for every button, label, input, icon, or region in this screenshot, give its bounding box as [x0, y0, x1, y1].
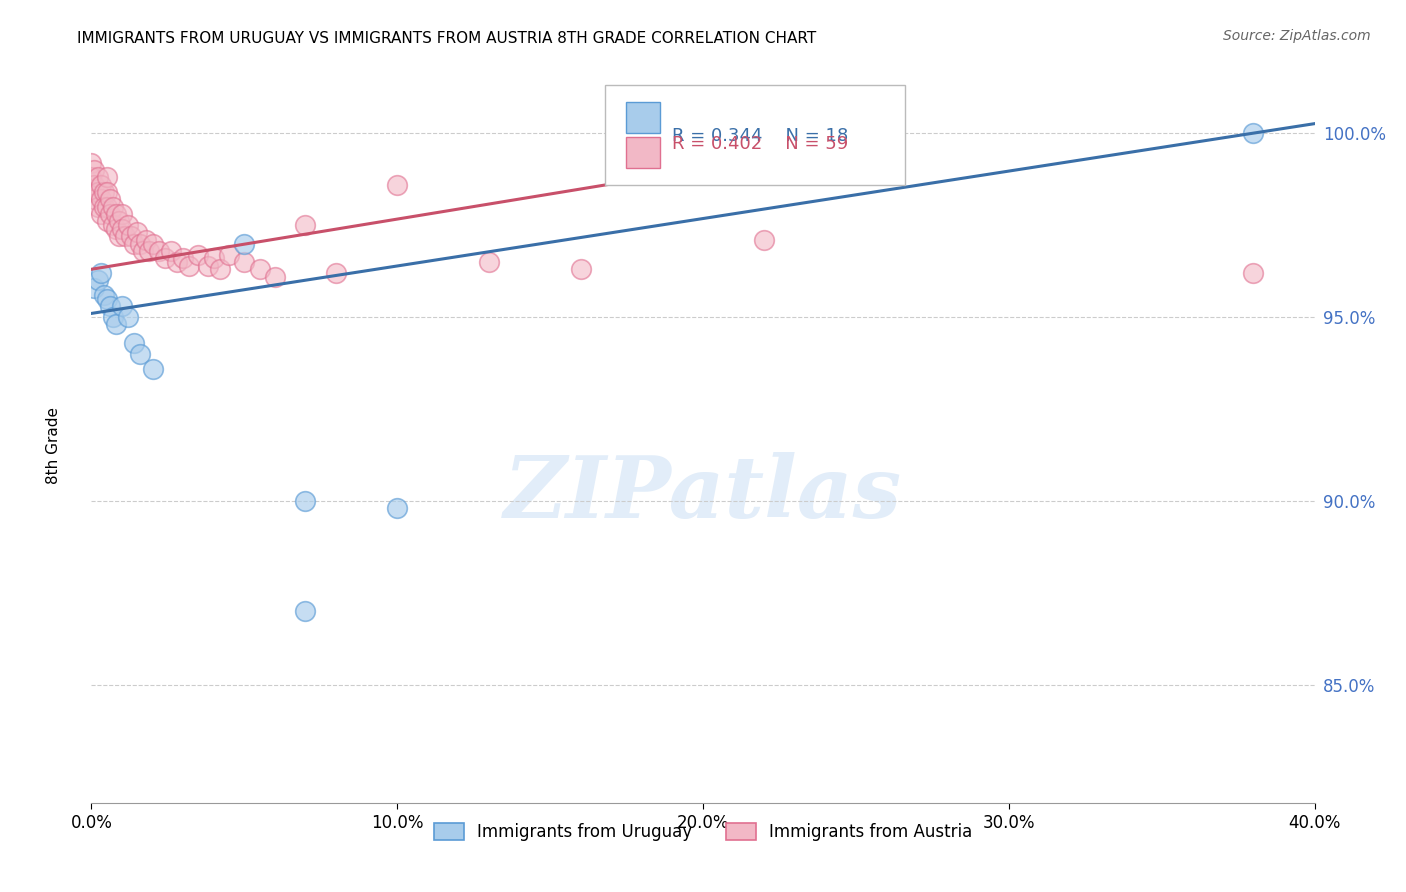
Point — [1243, 126, 1265, 140]
Point — [101, 310, 124, 324]
Point — [754, 233, 776, 247]
Point — [96, 214, 118, 228]
Point — [218, 247, 240, 261]
Point — [294, 494, 316, 508]
Point — [122, 236, 145, 251]
Point — [187, 247, 209, 261]
Point — [111, 221, 134, 235]
Point — [93, 185, 115, 199]
Text: R = 0.402    N = 59: R = 0.402 N = 59 — [672, 136, 849, 153]
Point — [96, 170, 118, 185]
Point — [96, 200, 118, 214]
Point — [98, 207, 121, 221]
Point — [148, 244, 170, 258]
Point — [104, 318, 127, 332]
Point — [90, 266, 112, 280]
Legend: Immigrants from Uruguay, Immigrants from Austria: Immigrants from Uruguay, Immigrants from… — [427, 816, 979, 847]
Point — [208, 262, 231, 277]
Point — [98, 193, 121, 207]
Point — [83, 281, 105, 295]
Point — [325, 266, 347, 280]
Point — [80, 155, 103, 169]
Text: IMMIGRANTS FROM URUGUAY VS IMMIGRANTS FROM AUSTRIA 8TH GRADE CORRELATION CHART: IMMIGRANTS FROM URUGUAY VS IMMIGRANTS FR… — [77, 31, 817, 46]
Point — [114, 229, 136, 244]
Point — [160, 244, 183, 258]
Point — [93, 288, 115, 302]
Point — [141, 361, 163, 376]
FancyBboxPatch shape — [626, 136, 661, 168]
Point — [132, 244, 155, 258]
Point — [111, 299, 134, 313]
Point — [166, 255, 188, 269]
Point — [233, 255, 256, 269]
Point — [80, 185, 103, 199]
Point — [86, 185, 108, 199]
Point — [129, 236, 152, 251]
Text: R = 0.344    N = 18: R = 0.344 N = 18 — [672, 128, 849, 145]
Point — [117, 218, 139, 232]
Point — [90, 178, 112, 192]
Point — [98, 299, 121, 313]
Point — [90, 207, 112, 221]
Point — [108, 214, 131, 228]
Point — [129, 347, 152, 361]
Point — [93, 200, 115, 214]
Point — [249, 262, 271, 277]
Point — [86, 200, 108, 214]
Point — [96, 185, 118, 199]
Point — [197, 259, 219, 273]
Text: 8th Grade: 8th Grade — [46, 408, 60, 484]
Text: ZIPatlas: ZIPatlas — [503, 452, 903, 535]
Point — [233, 236, 256, 251]
Point — [127, 226, 149, 240]
Point — [104, 207, 127, 221]
Point — [202, 252, 225, 266]
Point — [385, 178, 409, 192]
Point — [83, 193, 105, 207]
Point — [135, 233, 157, 247]
Point — [569, 262, 592, 277]
Text: Source: ZipAtlas.com: Source: ZipAtlas.com — [1223, 29, 1371, 43]
Point — [86, 273, 108, 287]
Point — [117, 310, 139, 324]
Point — [96, 292, 118, 306]
Point — [104, 221, 127, 235]
Point — [83, 178, 105, 192]
Point — [141, 236, 163, 251]
Point — [83, 162, 105, 177]
Point — [153, 252, 176, 266]
Point — [108, 229, 131, 244]
Point — [1243, 266, 1265, 280]
Point — [385, 501, 409, 516]
Point — [86, 170, 108, 185]
FancyBboxPatch shape — [626, 103, 661, 133]
Point — [90, 193, 112, 207]
FancyBboxPatch shape — [605, 86, 905, 185]
Point — [294, 604, 316, 618]
Point — [172, 252, 194, 266]
Point — [264, 269, 287, 284]
Point — [101, 218, 124, 232]
Point — [122, 335, 145, 350]
Point — [101, 200, 124, 214]
Point — [80, 170, 103, 185]
Point — [120, 229, 142, 244]
Point — [138, 244, 160, 258]
Point — [111, 207, 134, 221]
Point — [294, 218, 316, 232]
Point — [179, 259, 201, 273]
Point — [478, 255, 501, 269]
